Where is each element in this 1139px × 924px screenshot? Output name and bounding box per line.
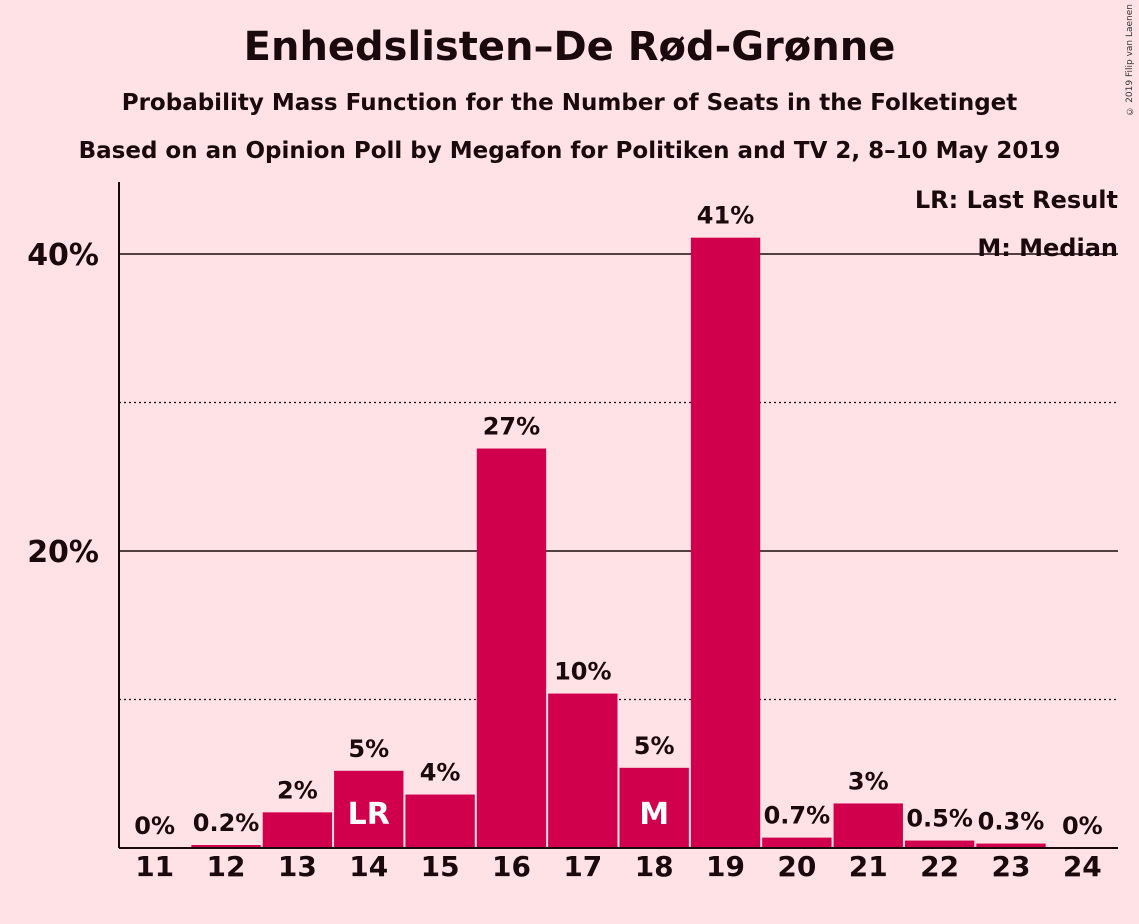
value-label: 3% (848, 767, 889, 795)
x-tick-label: 24 (1063, 850, 1102, 883)
value-label: 0.3% (978, 808, 1045, 836)
value-label: 0.5% (906, 805, 973, 833)
value-label: 5% (348, 735, 389, 763)
bar-20 (762, 837, 832, 848)
x-tick-label: 23 (991, 850, 1030, 883)
value-label: 0.7% (764, 802, 831, 830)
x-tick-label: 21 (849, 850, 888, 883)
bar-13 (262, 812, 333, 848)
y-tick-label: 40% (27, 238, 99, 273)
x-tick-label: 14 (349, 850, 388, 883)
x-tick-label: 20 (777, 850, 816, 883)
chart-subtitle: Probability Mass Function for the Number… (121, 90, 1018, 116)
value-label: 2% (277, 776, 318, 804)
bar-19 (690, 237, 761, 849)
value-label: 5% (634, 732, 675, 760)
legend-entry: M: Median (977, 234, 1118, 262)
x-tick-label: 12 (207, 850, 246, 883)
bar-21 (833, 803, 903, 848)
bar-marker-lr: LR (348, 797, 390, 832)
x-tick-label: 17 (563, 850, 602, 883)
legend-entry: LR: Last Result (915, 186, 1118, 214)
bar-14 (334, 770, 404, 848)
bar-18 (619, 767, 689, 848)
bar-marker-m: M (639, 797, 669, 832)
bar-15 (405, 794, 475, 848)
bar-12 (191, 845, 261, 848)
chart-title: Enhedslisten–De Rød-Grønne (243, 24, 896, 70)
bar-17 (548, 693, 618, 848)
x-tick-label: 19 (706, 850, 745, 883)
value-label: 0.2% (193, 809, 260, 837)
bar-22 (904, 840, 975, 848)
x-tick-label: 22 (920, 850, 959, 883)
x-tick-label: 15 (421, 850, 460, 883)
x-tick-label: 11 (135, 850, 174, 883)
y-tick-label: 20% (27, 535, 99, 570)
value-label: 27% (483, 413, 540, 441)
value-label: 41% (697, 202, 754, 230)
value-label: 10% (554, 658, 611, 686)
bar-16 (476, 448, 547, 848)
value-label: 0% (134, 812, 175, 840)
x-tick-label: 13 (278, 850, 317, 883)
value-label: 0% (1062, 812, 1103, 840)
x-tick-label: 18 (635, 850, 674, 883)
value-label: 4% (420, 759, 461, 787)
chart-source-subtitle: Based on an Opinion Poll by Megafon for … (78, 138, 1061, 164)
x-tick-label: 16 (492, 850, 531, 883)
bar-23 (976, 843, 1046, 848)
